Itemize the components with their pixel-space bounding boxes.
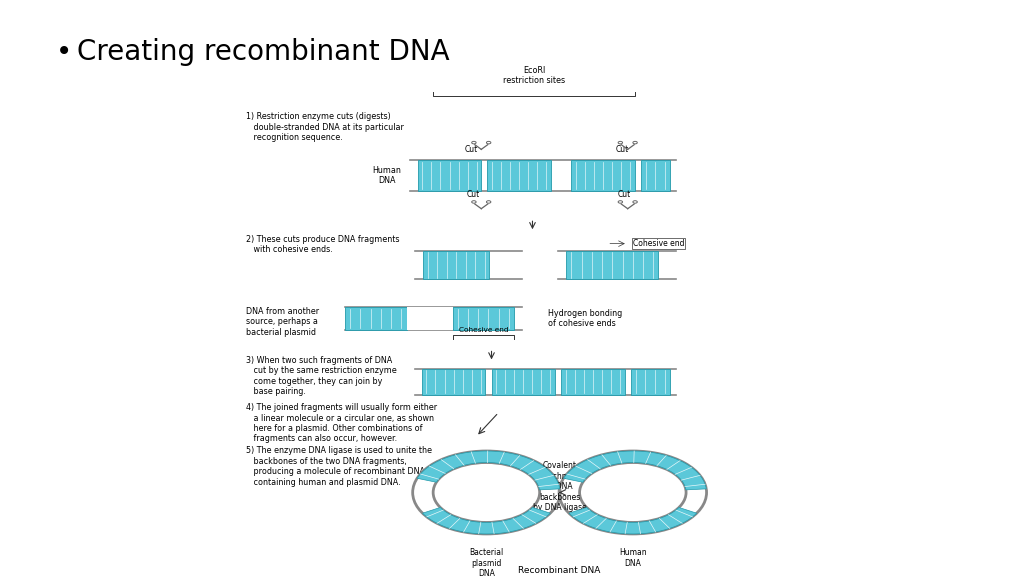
- Text: 4) The joined fragments will usually form either
   a linear molecule or a circu: 4) The joined fragments will usually for…: [246, 403, 437, 444]
- Text: Human
DNA: Human DNA: [620, 548, 646, 568]
- Text: Hydrogen bonding
of cohesive ends: Hydrogen bonding of cohesive ends: [548, 309, 623, 328]
- Text: Cut: Cut: [618, 190, 631, 199]
- Polygon shape: [569, 507, 696, 534]
- Text: 2) These cuts produce DNA fragments
   with cohesive ends.: 2) These cuts produce DNA fragments with…: [246, 235, 399, 255]
- Text: •: •: [56, 38, 73, 66]
- Bar: [453, 307, 514, 330]
- Text: Cohesive end: Cohesive end: [459, 327, 508, 333]
- Circle shape: [433, 463, 540, 522]
- Bar: [571, 160, 635, 191]
- Bar: [422, 369, 485, 395]
- Text: Creating recombinant DNA: Creating recombinant DNA: [77, 38, 450, 66]
- Text: Cut: Cut: [616, 145, 629, 154]
- Text: DNA from another
source, perhaps a
bacterial plasmid: DNA from another source, perhaps a bacte…: [246, 307, 318, 337]
- Text: Human
DNA: Human DNA: [373, 166, 401, 185]
- Text: Bacterial
plasmid
DNA: Bacterial plasmid DNA: [469, 548, 504, 576]
- Text: Cut: Cut: [465, 145, 477, 154]
- Polygon shape: [563, 451, 707, 490]
- Text: EcoRI
restriction sites: EcoRI restriction sites: [503, 66, 565, 85]
- Bar: [561, 369, 625, 395]
- Bar: [631, 369, 670, 395]
- Text: Cohesive end: Cohesive end: [633, 239, 684, 248]
- Bar: [345, 307, 407, 330]
- Bar: [418, 160, 481, 191]
- Text: Cut: Cut: [467, 190, 479, 199]
- Text: 5) The enzyme DNA ligase is used to unite the
   backbones of the two DNA fragme: 5) The enzyme DNA ligase is used to unit…: [246, 446, 432, 487]
- Text: Recombinant DNA: Recombinant DNA: [518, 566, 601, 575]
- Bar: [641, 160, 670, 191]
- Bar: [423, 251, 489, 279]
- Polygon shape: [417, 451, 560, 490]
- Bar: [566, 251, 658, 279]
- Bar: [487, 160, 551, 191]
- Text: Covalent
attachment
of DNA
backbones
by DNA ligase: Covalent attachment of DNA backbones by …: [532, 461, 587, 512]
- Text: 3) When two such fragments of DNA
   cut by the same restriction enzyme
   come : 3) When two such fragments of DNA cut by…: [246, 356, 396, 396]
- Bar: [492, 369, 555, 395]
- Circle shape: [580, 463, 686, 522]
- Polygon shape: [423, 507, 550, 534]
- Bar: [407, 307, 453, 330]
- Text: 1) Restriction enzyme cuts (digests)
   double-stranded DNA at its particular
  : 1) Restriction enzyme cuts (digests) dou…: [246, 112, 403, 142]
